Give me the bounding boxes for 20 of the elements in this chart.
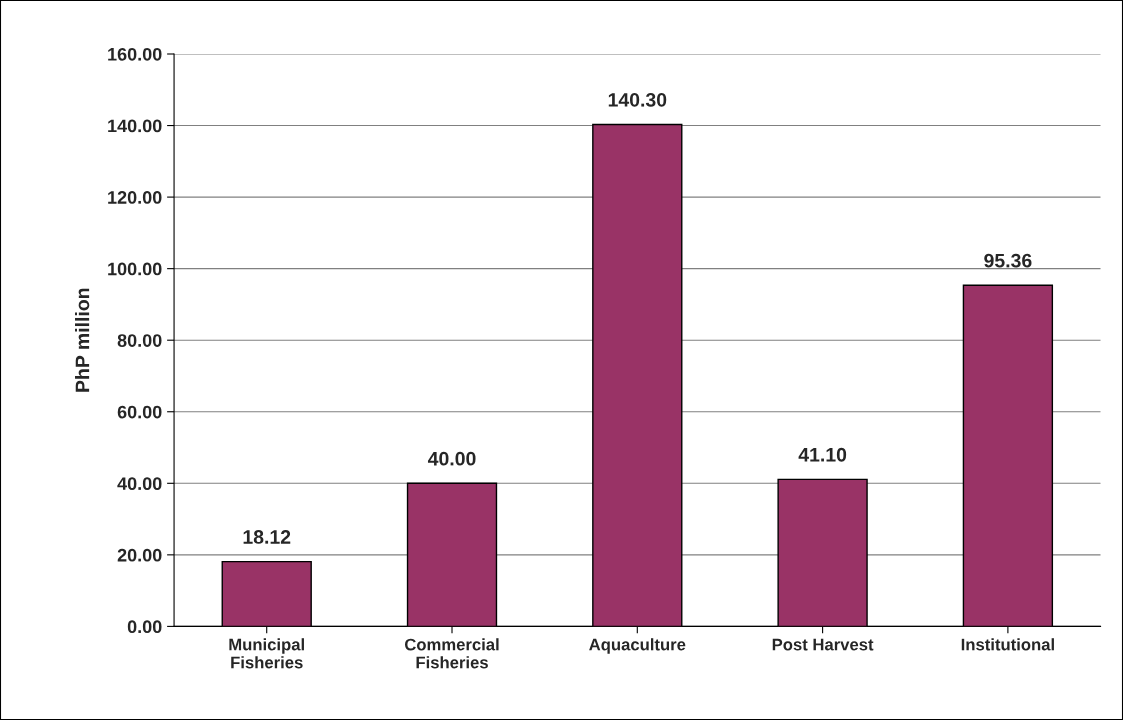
x-tick-label: Institutional (961, 638, 1054, 651)
y-tick-label: 20.00 (117, 548, 162, 562)
x-tick-label: Municipal Fisheries (229, 638, 304, 669)
y-tick-label: 80.00 (117, 334, 162, 347)
data-label: 40.00 (427, 451, 476, 466)
y-tick-label: 100.00 (108, 262, 162, 276)
y-tick-label: 60.00 (117, 405, 162, 419)
y-tick-label: 40.00 (117, 477, 162, 491)
y-tick-label: 160.00 (108, 47, 162, 61)
y-tick-label: 0.00 (127, 620, 162, 634)
x-tick-label: Post Harvest (772, 638, 874, 651)
y-tick-label: 140.00 (108, 119, 162, 133)
x-tick-label: Commercial Fisheries (404, 638, 499, 669)
y-tick-label: 120.00 (108, 191, 162, 204)
data-label: 95.36 (984, 253, 1032, 268)
x-tick-label: Aquaculture (589, 638, 686, 654)
data-label: 18.12 (243, 530, 291, 544)
data-label: 41.10 (798, 447, 847, 462)
y-axis-title: PhP million (75, 288, 90, 392)
data-label: 140.30 (608, 92, 667, 107)
